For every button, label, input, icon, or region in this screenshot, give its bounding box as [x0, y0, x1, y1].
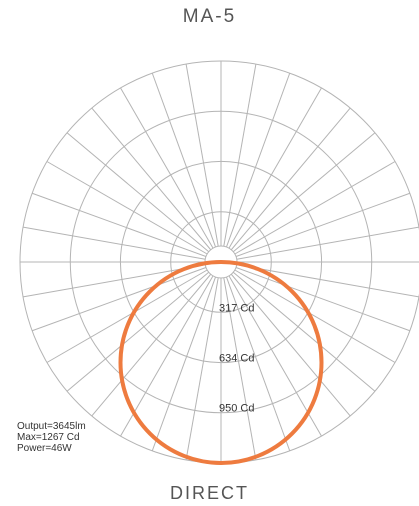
grid-spoke-340 [151, 276, 216, 452]
grid-spoke-230 [66, 132, 210, 253]
intensity-curve-1 [118, 260, 324, 465]
grid-spoke-160 [226, 72, 291, 248]
grid-spoke-30 [228, 275, 322, 437]
grid-spoke-110 [235, 192, 411, 257]
grid-spoke-150 [228, 87, 322, 249]
grid-spoke-330 [120, 275, 214, 437]
grid-spoke-210 [120, 87, 214, 249]
grid-spoke-280 [22, 264, 206, 298]
grid-spoke-10 [223, 277, 257, 461]
ring-label-3: 950 Cd [219, 403, 254, 415]
output-stat: Output=3645lm [17, 421, 86, 432]
photometric-stats: Output=3645lm Max=1267 Cd Power=46W [17, 421, 86, 454]
grid-spoke-300 [46, 269, 208, 363]
grid-spoke-200 [151, 72, 216, 248]
grid-spoke-320 [91, 273, 212, 417]
grid-spoke-170 [223, 63, 257, 247]
grid-spoke-20 [226, 276, 291, 452]
grid-spoke-100 [236, 226, 419, 260]
grid-spoke-120 [234, 161, 396, 255]
grid-spoke-220 [91, 107, 212, 251]
ring-label-2: 634 Cd [219, 353, 254, 365]
grid-spoke-350 [185, 277, 219, 461]
grid-spoke-260 [22, 226, 206, 260]
power-stat: Power=46W [17, 443, 72, 454]
grid-spoke-310 [66, 271, 210, 392]
grid-spoke-80 [236, 264, 419, 298]
grid-spoke-70 [235, 267, 411, 332]
grid-spoke-60 [234, 269, 396, 363]
intensity-curve-layer [118, 260, 324, 465]
ring-labels: 317 Cd 634 Cd 950 Cd [219, 302, 254, 414]
grid-spoke-190 [185, 63, 219, 247]
grid-spoke-130 [232, 132, 376, 253]
chart-subtitle: DIRECT [170, 483, 249, 503]
grid-spoke-240 [46, 161, 208, 255]
ring-label-1: 317 Cd [219, 302, 254, 314]
grid-spoke-140 [230, 107, 351, 251]
grid-spoke-250 [31, 192, 207, 257]
chart-title: MA-5 [182, 6, 237, 27]
grid-spoke-40 [230, 273, 351, 417]
grid-spoke-290 [31, 267, 207, 332]
max-stat: Max=1267 Cd [17, 432, 80, 443]
grid-spoke-50 [232, 271, 376, 392]
